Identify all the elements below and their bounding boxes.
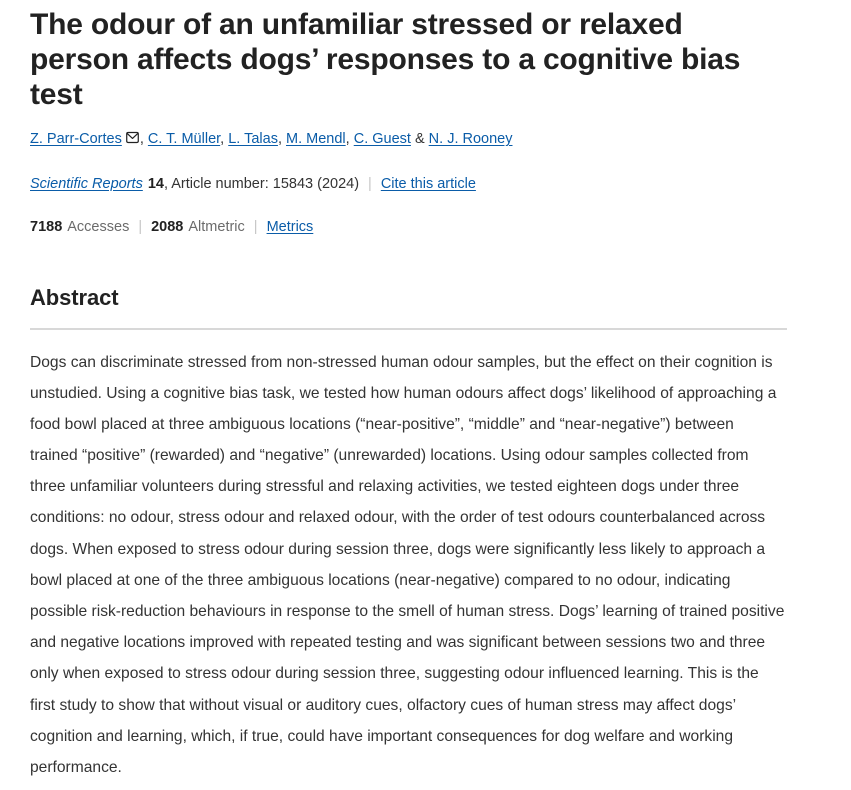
citation-divider: | bbox=[368, 176, 372, 193]
accesses-count: 7188 bbox=[30, 218, 63, 235]
abstract-section: Abstract Dogs can discriminate stressed … bbox=[30, 285, 787, 784]
author-link-5[interactable]: C. Guest bbox=[353, 131, 411, 148]
author-link-6[interactable]: N. J. Rooney bbox=[428, 131, 513, 148]
author-link-1[interactable]: Z. Parr-Cortes bbox=[30, 131, 122, 148]
page-title: The odour of an unfamiliar stressed or r… bbox=[30, 8, 741, 112]
cite-this-article-link[interactable]: Cite this article bbox=[380, 176, 476, 193]
accesses-label: Accesses bbox=[67, 218, 130, 235]
author-link-3[interactable]: L. Talas bbox=[228, 131, 278, 148]
journal-link[interactable]: Scientific Reports bbox=[30, 176, 143, 193]
author-separator-comma: , bbox=[220, 131, 229, 148]
author-link-4[interactable]: M. Mendl bbox=[286, 131, 346, 148]
author-list: Z. Parr-Cortes, C. T. Müller, L. Talas, … bbox=[30, 129, 787, 151]
abstract-divider bbox=[30, 327, 787, 330]
author-list-inline: Z. Parr-Cortes, C. T. Müller, L. Talas, … bbox=[30, 131, 513, 147]
metrics-line: 7188 Accesses | 2088 Altmetric | Metrics bbox=[30, 217, 787, 239]
author-link-2[interactable]: C. T. Müller bbox=[147, 131, 221, 148]
corresponding-author-envelope-icon[interactable] bbox=[125, 131, 139, 144]
abstract-text: Dogs can discriminate stressed from non-… bbox=[30, 353, 785, 776]
metrics-divider-1: | bbox=[138, 218, 143, 235]
author-separator-comma: , bbox=[139, 131, 148, 148]
author-separator-comma: , bbox=[345, 131, 354, 148]
abstract-heading: Abstract bbox=[30, 284, 119, 310]
altmetric-count: 2088 bbox=[151, 218, 184, 235]
metrics-divider-2: | bbox=[253, 218, 258, 235]
citation-line: Scientific Reports 14, Article number: 15… bbox=[30, 174, 787, 196]
article-number-text: , Article number: 15843 (2024) bbox=[163, 176, 360, 193]
volume-number: 14 bbox=[147, 176, 164, 193]
metrics-link[interactable]: Metrics bbox=[266, 218, 314, 235]
altmetric-label: Altmetric bbox=[188, 218, 245, 235]
author-separator-comma: , bbox=[277, 131, 287, 148]
author-separator-ampersand: & bbox=[410, 131, 429, 148]
